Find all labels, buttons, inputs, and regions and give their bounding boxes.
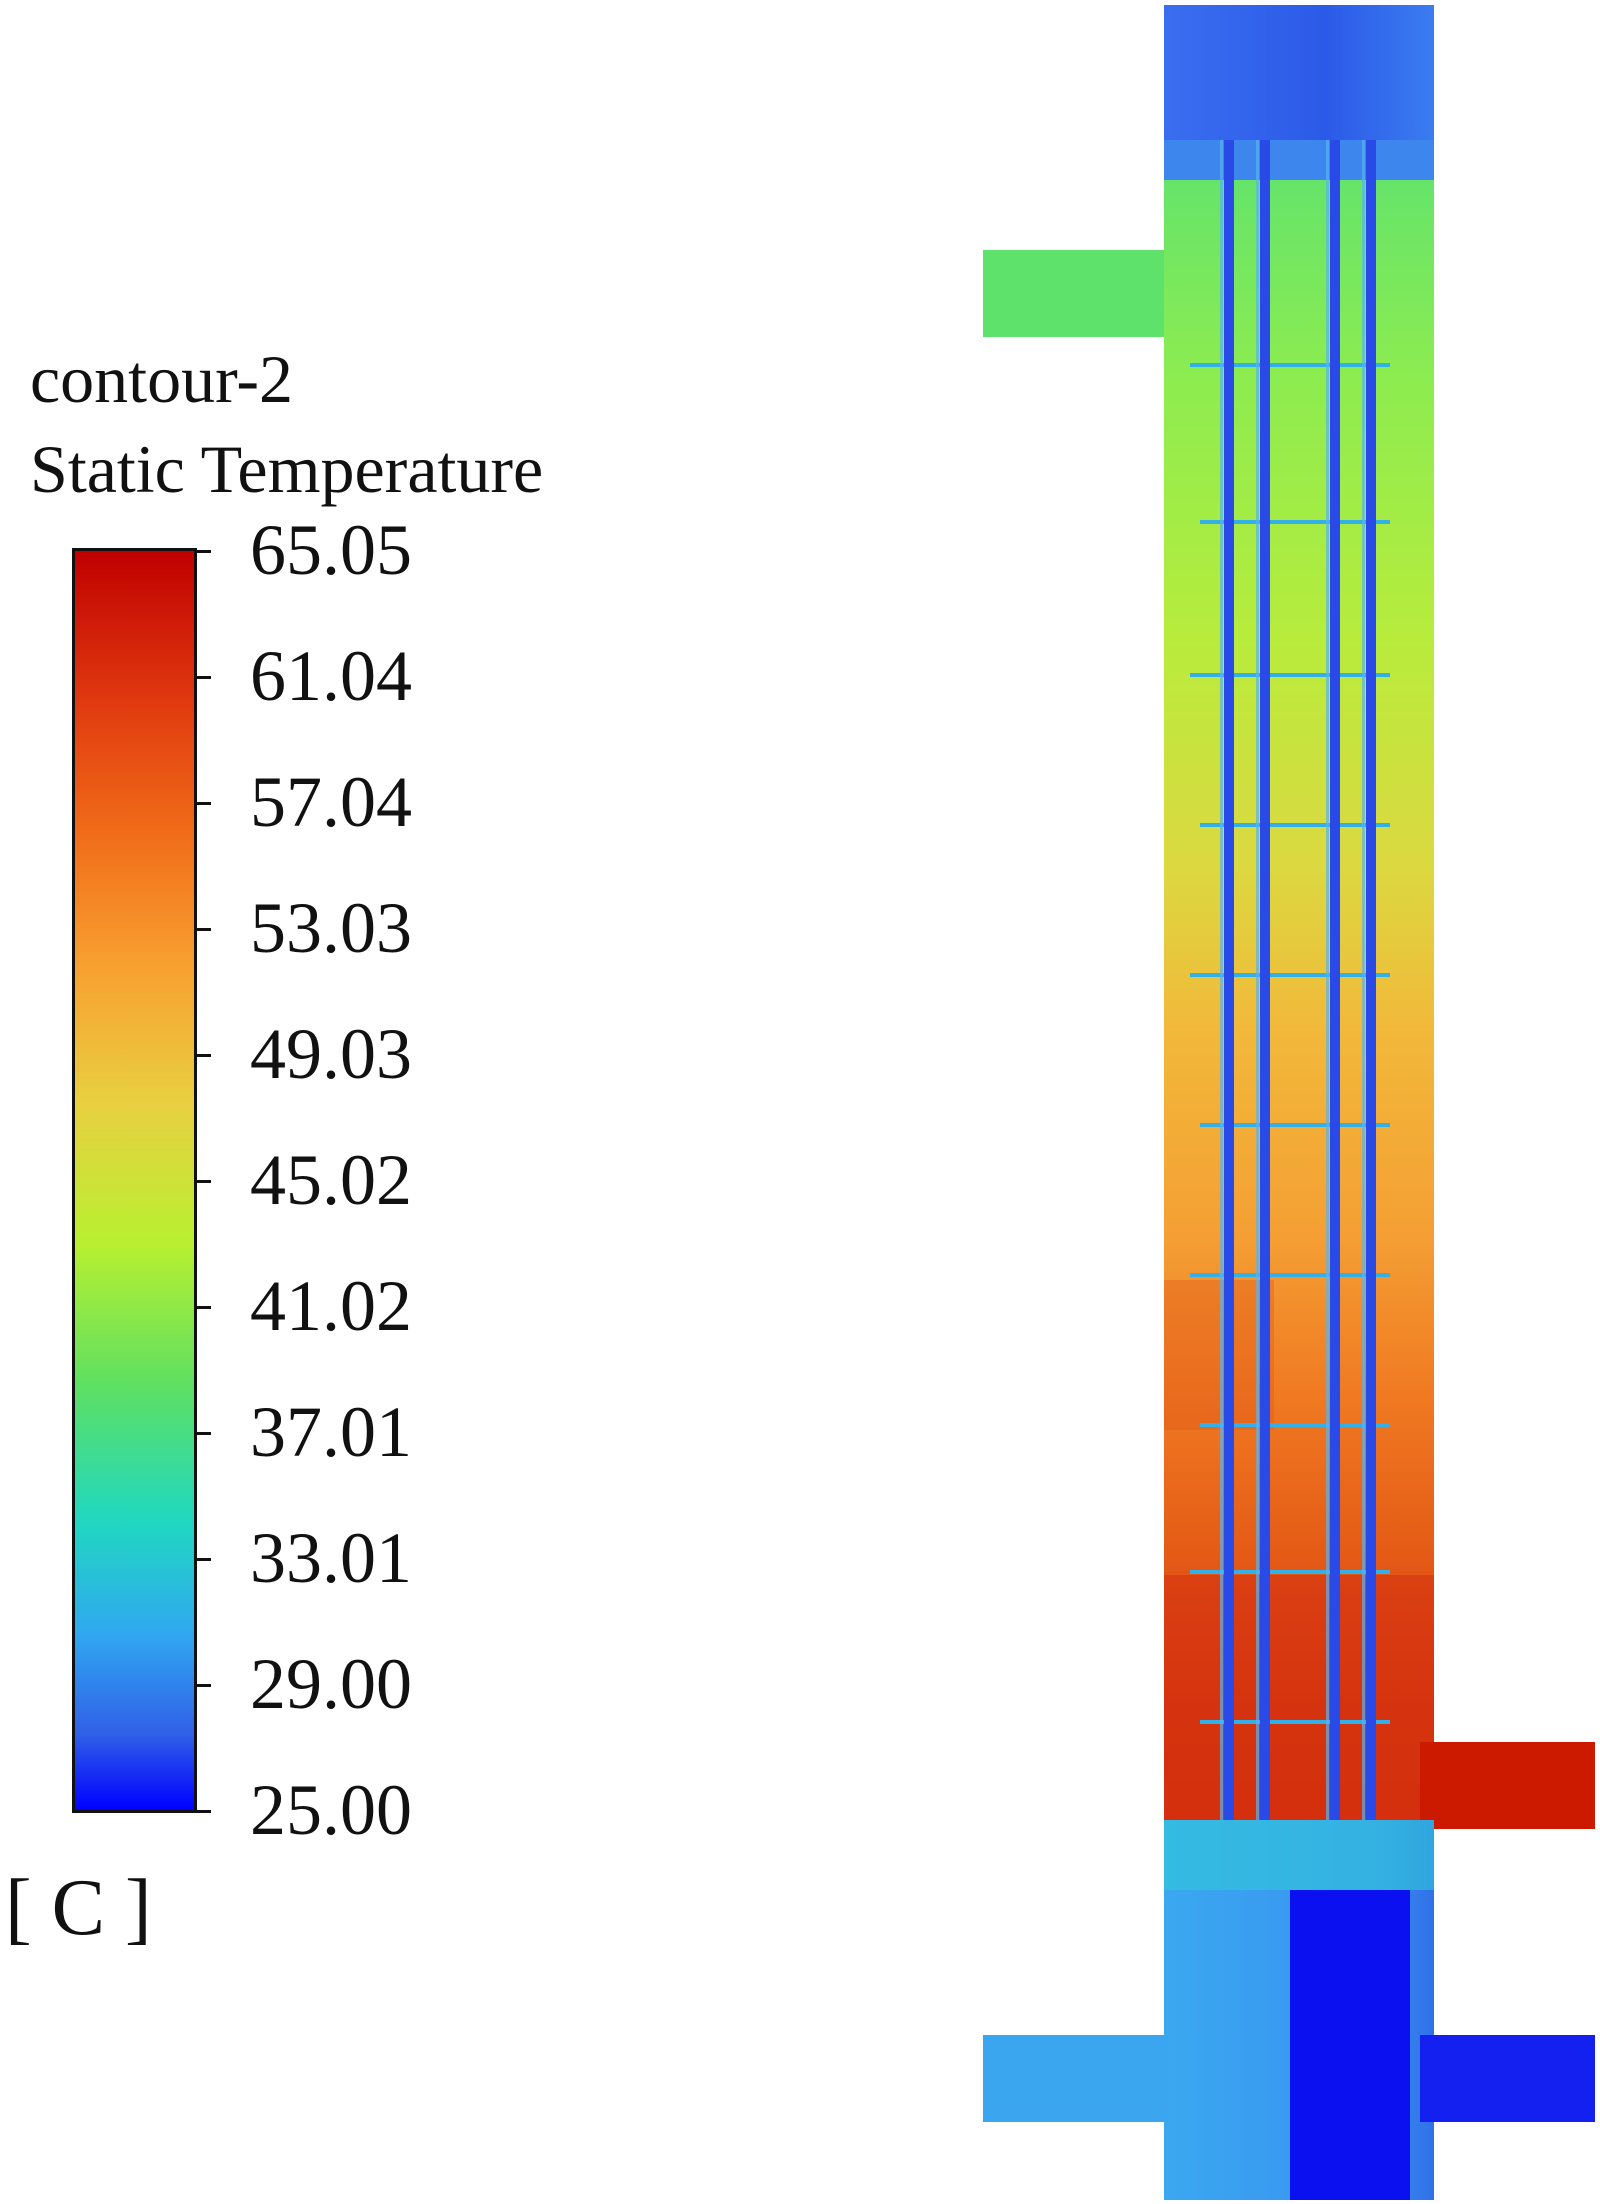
tick-label: 49.03 [250, 1014, 412, 1094]
shell-outlet-nozzle [1420, 1742, 1595, 1829]
tick-label: 29.00 [250, 1644, 412, 1724]
top-header [1164, 5, 1434, 147]
tick-label: 57.04 [250, 762, 412, 842]
tick [197, 928, 211, 931]
tick [197, 1054, 211, 1057]
unit-label: [ C ] [5, 1864, 152, 1952]
tube-outlet-nozzle [1420, 2035, 1595, 2122]
tick [197, 550, 211, 553]
tick-label: 45.02 [250, 1140, 412, 1220]
shell-body [1164, 180, 1434, 1820]
tick-label: 65.05 [250, 510, 412, 590]
tick [197, 1306, 211, 1309]
tick-label: 37.01 [250, 1392, 412, 1472]
tick [197, 802, 211, 805]
tick-label: 61.04 [250, 636, 412, 716]
tick [197, 1558, 211, 1561]
tick [197, 1810, 211, 1813]
shell-inlet-nozzle [983, 250, 1168, 337]
legend-variable: Static Temperature [30, 431, 544, 507]
tubes [1224, 140, 1376, 1840]
tick-label: 33.01 [250, 1518, 412, 1598]
tick [197, 1180, 211, 1183]
color-scale-bar [72, 548, 197, 1813]
tube-inlet-nozzle [983, 2035, 1168, 2122]
pass-partition [1290, 1890, 1410, 2200]
tick-label: 53.03 [250, 888, 412, 968]
tick-label: 41.02 [250, 1266, 412, 1346]
tick [197, 1432, 211, 1435]
top-header-lower [1164, 140, 1434, 182]
tick-label: 25.00 [250, 1770, 412, 1850]
tick [197, 1684, 211, 1687]
tick [197, 676, 211, 679]
legend-title: contour-2 [30, 341, 294, 417]
